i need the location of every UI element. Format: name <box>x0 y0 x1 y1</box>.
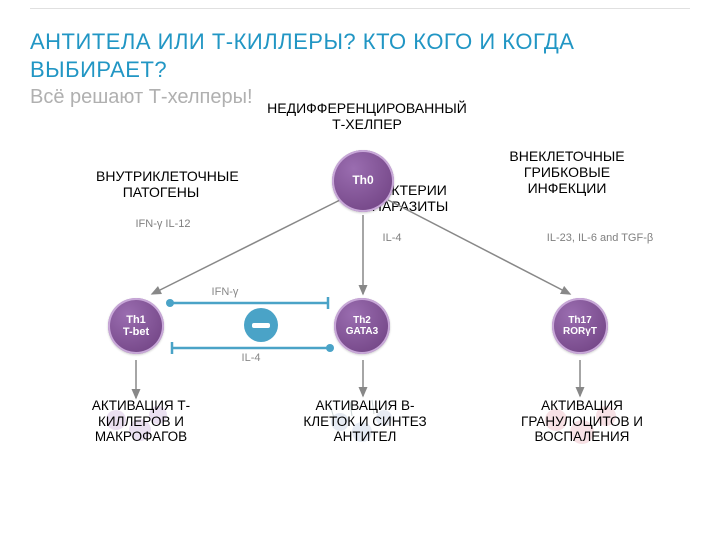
th1-cell: Th1 T-bet <box>108 298 164 354</box>
th2-cell: Th2 GATA3 <box>334 298 390 354</box>
th2-label: Th2 GATA3 <box>346 315 378 337</box>
inhibit-bottom-label: IL-4 <box>226 352 276 364</box>
inhibition-icon <box>244 308 278 342</box>
cytokines-left: IFN-γ IL-12 <box>108 218 218 230</box>
th1-label: Th1 T-bet <box>123 314 149 338</box>
th0-cell: Th0 <box>332 150 394 212</box>
inhibit-top-label: IFN-γ <box>200 286 250 298</box>
pathogen-left: ВНУТРИКЛЕТОЧНЫЕ ПАТОГЕНЫ <box>96 168 226 200</box>
page-title: АНТИТЕЛА ИЛИ Т-КИЛЛЕРЫ? КТО КОГО И КОГДА… <box>30 28 690 83</box>
th17-label: Th17 RORγT <box>563 315 597 337</box>
effect-th2: АКТИВАЦИЯ В-КЛЕТОК И СИНТЕЗ АНТИТЕЛ <box>300 398 430 445</box>
th0-header: НЕДИФФЕРЕНЦИРОВАННЫЙ Т-ХЕЛПЕР <box>262 100 472 132</box>
th0-label: Th0 <box>352 174 373 187</box>
effect-th1: АКТИВАЦИЯ Т-КИЛЛЕРОВ И МАКРОФАГОВ <box>76 398 206 445</box>
th17-cell: Th17 RORγT <box>552 298 608 354</box>
pathogen-right: ВНЕКЛЕТОЧНЫЕ ГРИБКОВЫЕ ИНФЕКЦИИ <box>502 148 632 196</box>
cytokines-center: IL-4 <box>372 232 412 244</box>
cytokines-right: IL-23, IL-6 and TGF-β <box>520 232 680 244</box>
effect-th17: АКТИВАЦИЯ ГРАНУЛОЦИТОВ И ВОСПАЛЕНИЯ <box>512 398 652 445</box>
title-divider <box>30 8 690 9</box>
subtitle: Всё решают Т-хелперы! <box>30 85 253 109</box>
